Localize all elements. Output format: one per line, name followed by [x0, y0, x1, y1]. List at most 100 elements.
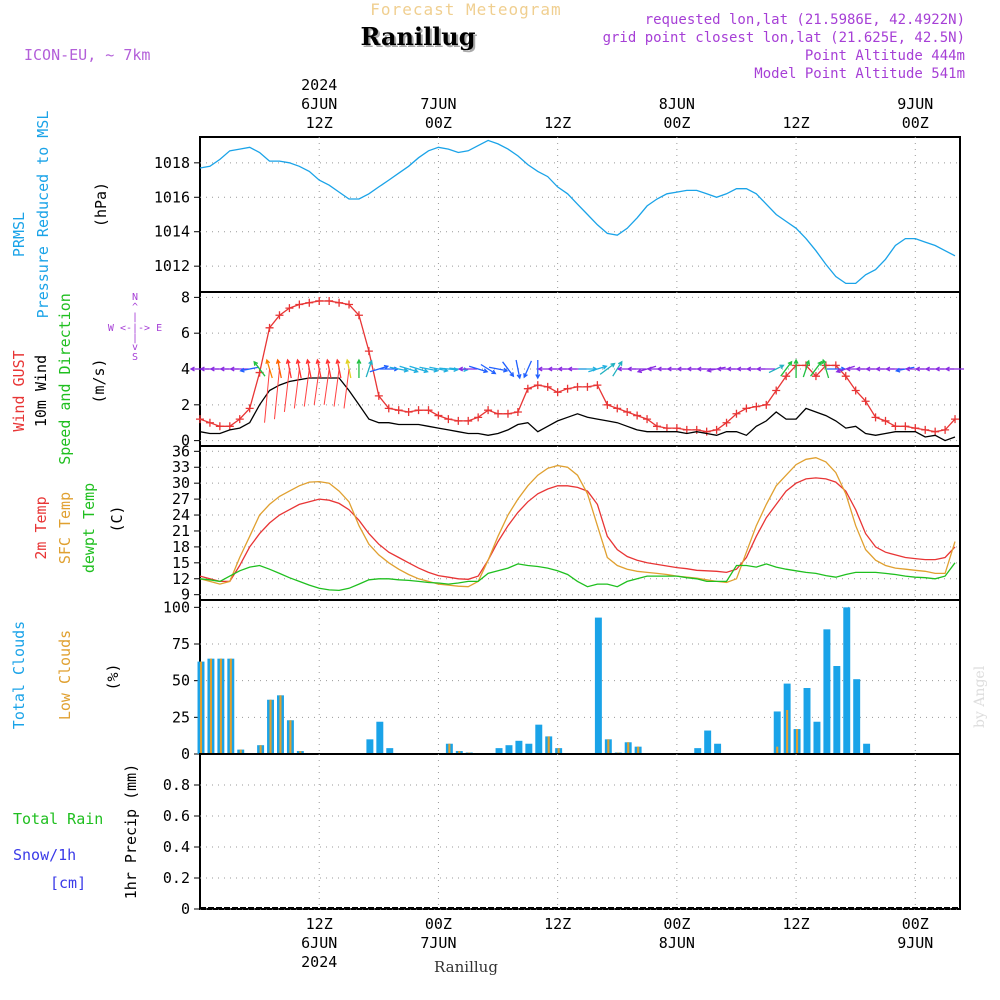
total-cloud-bar	[495, 748, 503, 754]
y-tick-label: 75	[172, 635, 190, 653]
panel-4: 0 25 50 75 100 Total Clouds Low Clouds (%)	[10, 598, 961, 763]
gust-point	[881, 416, 890, 425]
wind-arrow	[515, 359, 522, 380]
gust-point	[354, 311, 363, 320]
panels: 1012 1014 1016 1018 PRMSL Pressure Reduced to…	[10, 111, 965, 918]
series-line-2	[199, 377, 956, 442]
low-cloud-bar	[239, 749, 242, 754]
compass-legend: N^|W <-|-> E|vS	[108, 292, 162, 363]
top-time-label: 12Z	[306, 114, 333, 132]
model-altitude: Model Point Altitude 541m	[754, 66, 965, 82]
total-cloud-bar	[853, 679, 861, 754]
total-cloud-bar	[803, 688, 811, 754]
wind-arrow	[802, 359, 811, 378]
bottom-time-label: 00Z	[425, 915, 452, 933]
gust-point	[325, 296, 334, 305]
low-cloud-bar	[547, 736, 550, 754]
gust-point	[841, 372, 850, 381]
gust-point	[196, 415, 204, 424]
low-cloud-bar	[607, 739, 610, 754]
wind-arrow	[810, 360, 823, 377]
footer-location: Ranillug	[434, 958, 498, 976]
gust-point	[921, 425, 930, 434]
wind-arrow	[409, 365, 429, 374]
low-cloud-bar	[219, 658, 222, 754]
y-tick-label: 50	[172, 672, 190, 690]
gust-point	[692, 425, 701, 434]
panel-labels: Total Clouds Low Clouds (%)	[10, 621, 122, 729]
gust-point	[295, 300, 304, 309]
wind-arrow	[599, 362, 616, 375]
requested-coords: requested lon,lat (21.5986E, 42.4922N)	[645, 12, 965, 28]
low-cloud-bar	[289, 720, 292, 754]
y-tick-label: 12	[172, 570, 190, 588]
total-cloud-bar	[376, 721, 384, 754]
point-altitude: Point Altitude 444m	[805, 48, 965, 64]
low-cloud-bar	[557, 748, 560, 754]
gust-point	[851, 386, 860, 395]
y-tick-label: 21	[172, 522, 190, 540]
y-tick-label: 2	[181, 396, 190, 414]
gust-projection-line	[313, 368, 320, 405]
total-cloud-bar	[386, 748, 394, 754]
gust-point	[603, 400, 612, 409]
gust-point	[454, 416, 463, 425]
total-cloud-bar	[773, 711, 781, 754]
gust-point	[941, 425, 950, 434]
gust-point	[205, 418, 214, 427]
prmsl-label: PRMSL	[10, 212, 28, 257]
gust-point	[384, 404, 393, 413]
bottom-time-label: 00Z	[663, 915, 690, 933]
panel-labels: Total Rain Snow/1h [cm] 1hr Precip (mm)	[13, 764, 140, 899]
gust-point	[474, 413, 483, 422]
low-cloud-bar	[299, 751, 302, 754]
gust-point	[563, 384, 572, 393]
bottom-time-label: 2024	[301, 953, 337, 971]
temp2m-label: 2m Temp	[32, 496, 50, 559]
y-tick-label: 9	[181, 586, 190, 604]
gust-point	[652, 422, 661, 431]
wind-arrow	[780, 360, 793, 377]
top-time-label: 12Z	[544, 114, 571, 132]
total-cloud-bar	[813, 721, 821, 754]
model-label: ICON-EU, ~ 7km	[24, 46, 150, 64]
y-tick-label: 0	[181, 900, 190, 918]
total-cloud-bar	[515, 740, 523, 754]
gust-point	[285, 304, 294, 313]
top-time-label: 9JUN	[897, 95, 933, 113]
total-cloud-bar	[823, 629, 831, 754]
y-tick-label: 27	[172, 490, 190, 508]
gust-point	[702, 427, 711, 436]
gust-point	[414, 406, 423, 415]
gust-point	[871, 413, 880, 422]
wind-arrow	[356, 358, 362, 378]
pressure-label: Pressure Reduced to MSL	[34, 111, 52, 319]
total-cloud-bar	[833, 666, 841, 754]
low-cloud-bar	[627, 742, 630, 754]
total-cloud-bar	[505, 745, 513, 754]
top-time-label: 2024	[301, 76, 337, 94]
panel-labels: Wind GUST 10m Wind Speed and Direction (m/s…	[10, 292, 162, 465]
gust-projection-line	[293, 368, 300, 409]
gust-point	[523, 384, 532, 393]
top-time-label: 12Z	[783, 114, 810, 132]
total-cloud-bar	[843, 607, 851, 754]
gust-point	[772, 386, 781, 395]
wind-arrow	[335, 358, 342, 379]
bottom-time-label: 7JUN	[420, 934, 456, 952]
unit-label: (m/s)	[90, 358, 108, 403]
wind-arrow	[419, 366, 439, 373]
total-clouds-label: Total Clouds	[10, 621, 28, 729]
gust-point	[364, 347, 373, 356]
wind-arrow	[389, 366, 410, 373]
total-cloud-bar	[704, 730, 712, 754]
precip-unit-label: 1hr Precip (mm)	[122, 764, 140, 899]
gust-projection-line	[273, 368, 280, 420]
gust-point	[762, 400, 771, 409]
total-cloud-bar	[863, 743, 871, 754]
gust-point	[662, 424, 671, 433]
gust-point	[235, 415, 244, 424]
wind-arrow	[239, 366, 259, 373]
